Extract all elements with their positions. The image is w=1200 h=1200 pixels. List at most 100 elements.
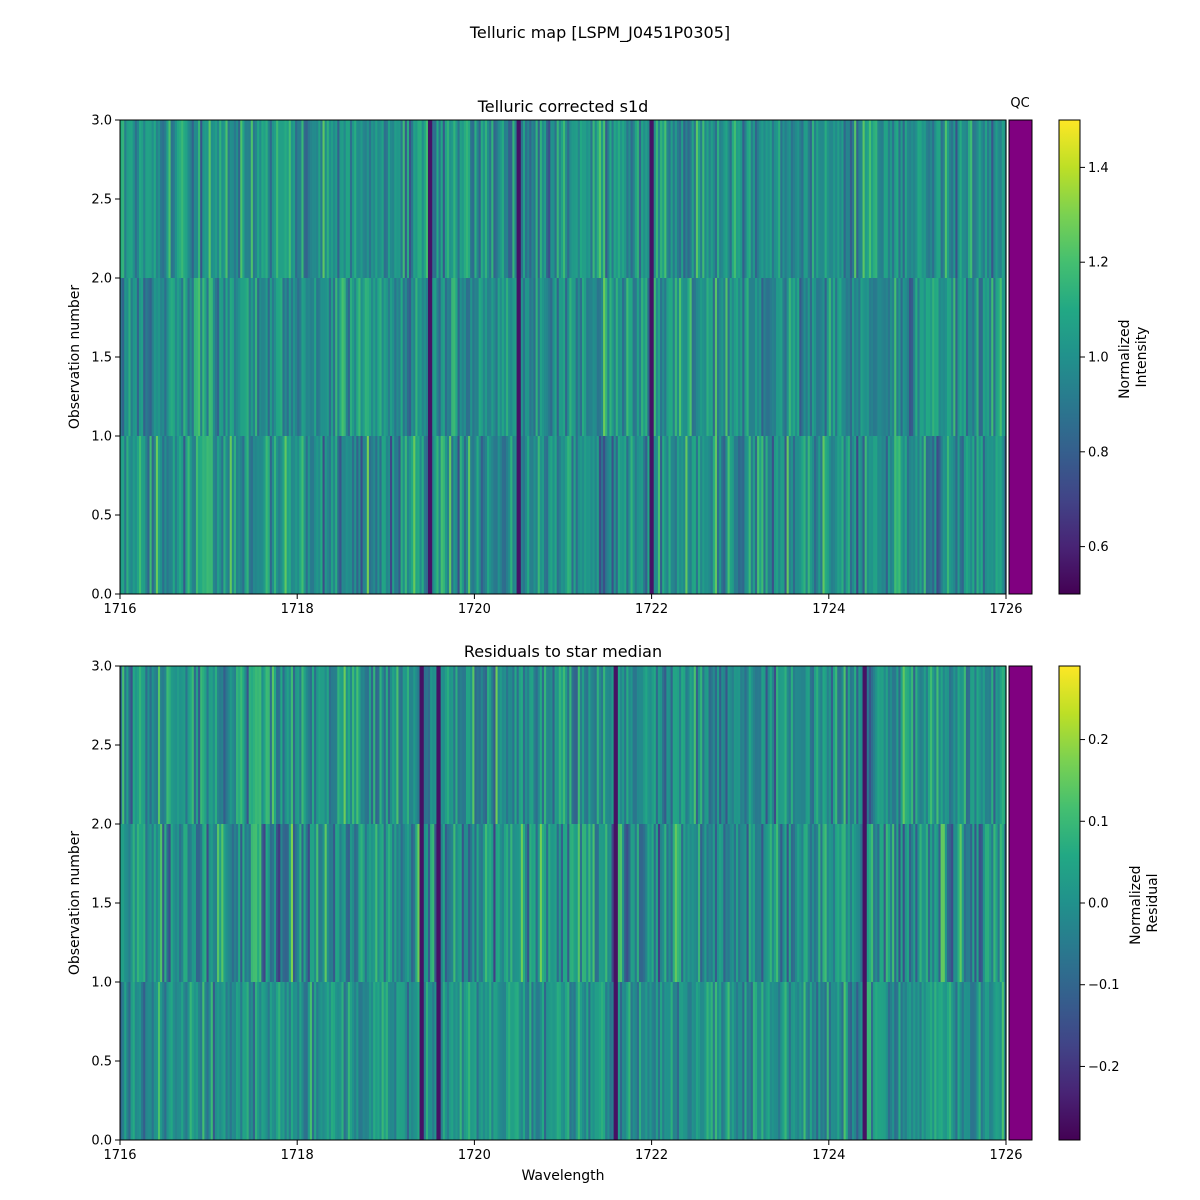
- heatmap-cell: [748, 666, 752, 824]
- heatmap-cell: [575, 824, 579, 982]
- heatmap-cell: [257, 436, 260, 594]
- heatmap-cell: [944, 278, 948, 436]
- heatmap-cell: [345, 666, 349, 824]
- heatmap-cell: [271, 278, 275, 436]
- heatmap-cell: [238, 436, 241, 594]
- heatmap-cell: [778, 120, 781, 278]
- heatmap-cell: [953, 120, 956, 278]
- heatmap-cell: [556, 666, 560, 824]
- heatmap-cell: [729, 666, 733, 824]
- heatmap-cell: [911, 824, 914, 982]
- heatmap-cell: [529, 824, 532, 982]
- heatmap-cell: [204, 278, 208, 436]
- heatmap-cell: [786, 824, 790, 982]
- heatmap-cell: [613, 824, 617, 982]
- heatmap-cell: [286, 824, 290, 982]
- heatmap-cell: [641, 436, 644, 594]
- heatmap-cell: [168, 824, 172, 982]
- heatmap-cell: [828, 666, 832, 824]
- heatmap-cell: [849, 278, 853, 436]
- heatmap-image: [120, 120, 1007, 594]
- heatmap-cell: [879, 120, 883, 278]
- heatmap-cell: [274, 666, 277, 824]
- heatmap-cell: [280, 278, 284, 436]
- heatmap-cell: [700, 120, 703, 278]
- heatmap-cell: [453, 120, 457, 278]
- heatmap-cell: [170, 120, 174, 278]
- heatmap-cell: [795, 436, 798, 594]
- heatmap-cell: [780, 120, 783, 278]
- heatmap-cell: [797, 278, 800, 436]
- heatmap-cell: [932, 436, 935, 594]
- heatmap-cell: [847, 982, 851, 1140]
- heatmap-cell: [982, 824, 986, 982]
- heatmap-cell: [544, 666, 547, 824]
- heatmap-cell: [641, 824, 644, 982]
- heatmap-cell: [242, 666, 246, 824]
- heatmap-cell: [689, 982, 693, 1140]
- heatmap-cell: [409, 120, 412, 278]
- heatmap-cell: [406, 436, 410, 594]
- heatmap-cell: [704, 666, 708, 824]
- heatmap-cell: [269, 982, 273, 1140]
- heatmap-cell: [592, 120, 596, 278]
- heatmap-cell: [693, 278, 697, 436]
- heatmap-cell: [594, 666, 598, 824]
- heatmap-cell: [181, 436, 184, 594]
- heatmap-cell: [868, 982, 872, 1140]
- heatmap-cell: [782, 982, 786, 1140]
- heatmap-cell: [147, 120, 151, 278]
- heatmap-cell: [299, 120, 303, 278]
- heatmap-cell: [202, 278, 205, 436]
- y-tick-label: 0.0: [91, 1134, 112, 1149]
- heatmap-cell: [164, 666, 168, 824]
- heatmap-cell: [814, 982, 817, 1140]
- heatmap-cell: [136, 436, 140, 594]
- heatmap-cell: [670, 666, 674, 824]
- heatmap-cell: [489, 436, 492, 594]
- heatmap-cell: [195, 436, 199, 594]
- heatmap-cell: [676, 436, 680, 594]
- heatmap-cell: [600, 278, 604, 436]
- heatmap-cell: [989, 278, 992, 436]
- heatmap-cell: [586, 982, 589, 1140]
- heatmap-cell: [908, 982, 912, 1140]
- heatmap-cell: [930, 120, 933, 278]
- heatmap-cell: [276, 666, 279, 824]
- heatmap-cell: [290, 982, 294, 1140]
- heatmap-cell: [358, 436, 362, 594]
- heatmap-cell: [940, 982, 944, 1140]
- heatmap-cell: [940, 666, 944, 824]
- heatmap-cell: [651, 436, 655, 594]
- panel-title: Residuals to star median: [464, 642, 662, 661]
- heatmap-cell: [120, 120, 123, 278]
- heatmap-cell: [963, 666, 967, 824]
- heatmap-cell: [940, 824, 944, 982]
- heatmap-cell: [518, 278, 522, 436]
- heatmap-cell: [695, 666, 699, 824]
- heatmap-cell: [295, 982, 298, 1140]
- heatmap-cell: [763, 436, 767, 594]
- heatmap-cell: [311, 982, 315, 1140]
- heatmap-cell: [976, 982, 980, 1140]
- heatmap-cell: [887, 666, 891, 824]
- heatmap-cell: [383, 278, 387, 436]
- heatmap-cell: [185, 982, 189, 1140]
- heatmap-cell: [472, 278, 475, 436]
- heatmap-cell: [120, 824, 123, 982]
- heatmap-cell: [423, 666, 427, 824]
- heatmap-cell: [727, 278, 731, 436]
- heatmap-cell: [219, 120, 222, 278]
- heatmap-cell: [761, 120, 765, 278]
- heatmap-cell: [925, 436, 929, 594]
- heatmap-cell: [470, 436, 473, 594]
- heatmap-cell: [622, 436, 625, 594]
- heatmap-cell: [558, 278, 562, 436]
- heatmap-cell: [248, 982, 252, 1140]
- heatmap-cell: [482, 982, 486, 1140]
- heatmap-cell: [687, 436, 691, 594]
- heatmap-cell: [664, 436, 667, 594]
- heatmap-cell: [603, 982, 606, 1140]
- heatmap-cell: [934, 824, 937, 982]
- heatmap-cell: [799, 436, 802, 594]
